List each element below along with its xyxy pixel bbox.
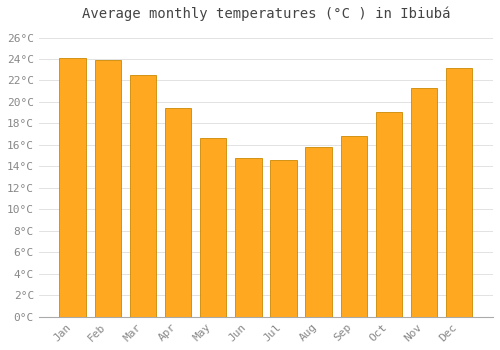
Bar — [306, 147, 332, 317]
Bar — [411, 88, 438, 317]
Bar — [165, 108, 191, 317]
Bar — [200, 139, 226, 317]
Title: Average monthly temperatures (°C ) in Ibiubá: Average monthly temperatures (°C ) in Ib… — [82, 7, 450, 21]
Bar — [376, 112, 402, 317]
Bar — [94, 60, 121, 317]
Bar — [130, 75, 156, 317]
Bar — [270, 160, 296, 317]
Bar — [60, 58, 86, 317]
Bar — [446, 68, 472, 317]
Bar — [340, 136, 367, 317]
Bar — [235, 158, 262, 317]
